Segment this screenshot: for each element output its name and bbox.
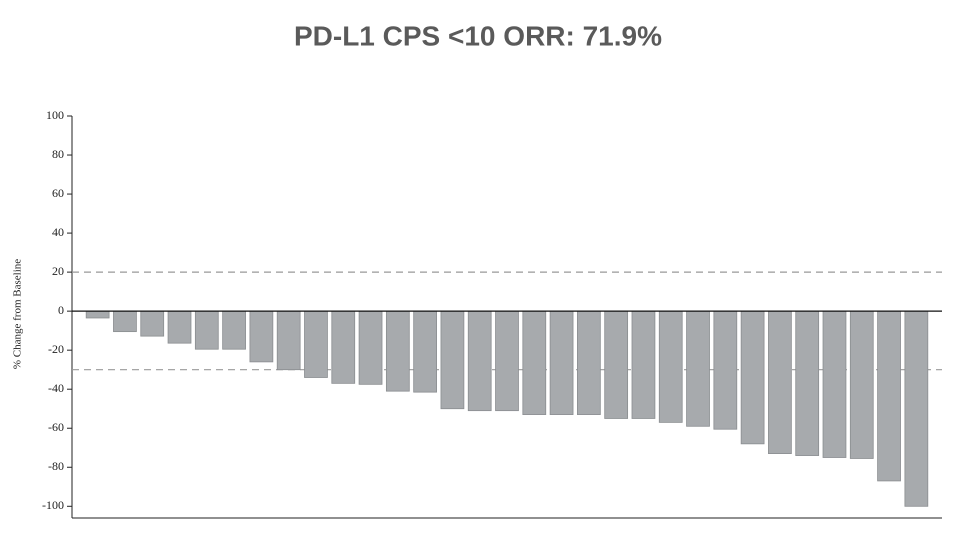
bar <box>249 310 274 363</box>
y-tick-label: 100 <box>46 108 64 122</box>
y-axis-label: % Change from Baseline <box>12 259 24 369</box>
y-tick-label: -20 <box>48 342 64 356</box>
bar <box>768 310 792 455</box>
bar <box>740 310 765 445</box>
bar <box>385 310 410 392</box>
bar <box>849 310 874 459</box>
bar <box>904 310 929 507</box>
bar <box>467 310 492 412</box>
bar <box>194 310 219 350</box>
y-tick-label: -80 <box>48 459 64 473</box>
bar <box>413 310 437 393</box>
bar <box>276 310 301 371</box>
bar <box>604 310 629 419</box>
y-tick-label: -100 <box>42 498 64 512</box>
bar <box>304 310 328 378</box>
y-tick-label: 80 <box>52 147 64 161</box>
bar <box>577 310 601 415</box>
bar <box>113 310 137 333</box>
bar <box>85 310 110 319</box>
bar <box>140 310 165 337</box>
y-tick-label: 20 <box>52 264 64 278</box>
bar <box>822 310 847 458</box>
chart-title: PD-L1 CPS <10 ORR: 71.9% <box>294 20 662 51</box>
bar <box>522 310 547 415</box>
bar <box>167 310 192 344</box>
bar <box>358 310 383 385</box>
bar <box>795 310 820 456</box>
bar <box>713 310 738 430</box>
y-tick-label: 60 <box>52 186 64 200</box>
y-tick-label: -60 <box>48 420 64 434</box>
bar <box>331 310 356 384</box>
bar <box>686 310 710 427</box>
y-tick-label: -40 <box>48 381 64 395</box>
bar <box>658 310 683 423</box>
y-tick-label: 0 <box>58 303 64 317</box>
y-tick-label: 40 <box>52 225 64 239</box>
bar <box>495 310 519 412</box>
bar <box>222 310 246 350</box>
bar <box>877 310 901 482</box>
bar <box>549 310 574 415</box>
bar <box>631 310 656 419</box>
bar <box>440 310 465 410</box>
